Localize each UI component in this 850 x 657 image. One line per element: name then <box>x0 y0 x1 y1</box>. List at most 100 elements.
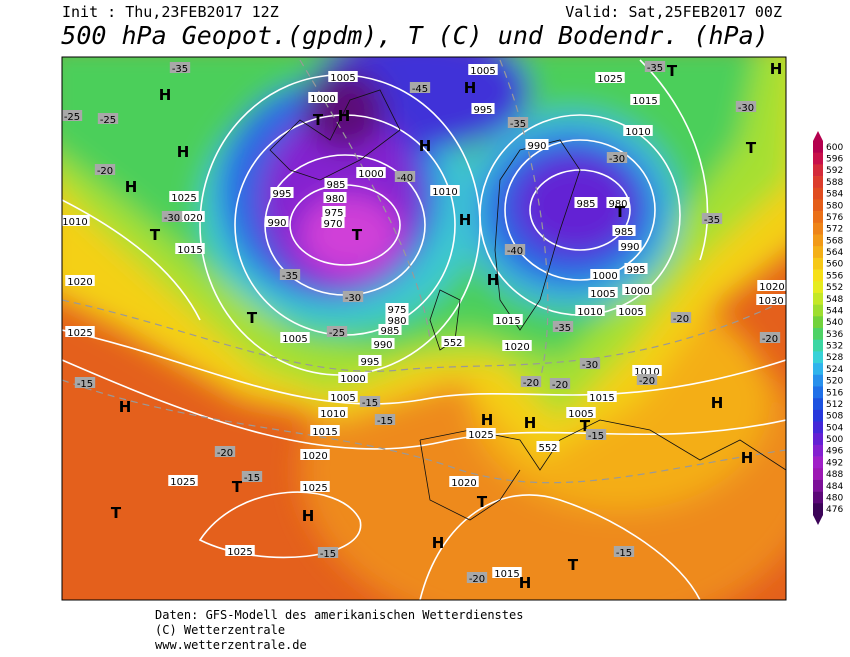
pressure-center: T <box>232 478 243 496</box>
label-text: 552 <box>538 443 557 454</box>
map-label: -30 <box>161 211 183 224</box>
label-box <box>493 314 523 325</box>
map-label: -25 <box>326 326 348 339</box>
label-text: 1025 <box>170 477 195 488</box>
map-label: 1000 <box>356 167 386 180</box>
label-text: -25 <box>100 115 116 126</box>
map-label: -30 <box>342 291 364 304</box>
label-box <box>168 475 198 486</box>
colorbar-swatch <box>813 316 823 329</box>
map-frame <box>61 56 787 601</box>
map-label: 995 <box>624 263 648 276</box>
label-box <box>606 152 628 163</box>
map-label: -20 <box>670 312 692 325</box>
map-label: 1000 <box>308 92 338 105</box>
colorbar-swatch <box>813 246 823 259</box>
colorbar-label: 524 <box>826 365 843 375</box>
pressure-center: H <box>459 211 472 229</box>
colorbar-label: 480 <box>826 493 843 503</box>
colorbar-swatch <box>813 141 823 153</box>
colorbar-swatch <box>813 176 823 189</box>
label-text: 1005 <box>470 66 495 77</box>
pressure-center: H <box>487 271 500 289</box>
colorbar-swatch <box>813 374 823 387</box>
pressure-center: T <box>580 417 591 435</box>
map-label: 1010 <box>623 125 653 138</box>
map-label: 1015 <box>310 425 340 438</box>
label-box <box>552 321 574 332</box>
colorbar-label: 484 <box>826 482 843 492</box>
colorbar-label: 492 <box>826 458 843 468</box>
label-text: 552 <box>443 338 462 349</box>
map-label: -15 <box>241 471 263 484</box>
map-label: 1010 <box>430 185 460 198</box>
label-box <box>520 376 542 387</box>
label-text: -35 <box>510 119 526 130</box>
label-box <box>588 287 618 298</box>
colorbar-label: 600 <box>826 143 843 153</box>
label-text: -35 <box>704 215 720 226</box>
colorbar-label: 532 <box>826 342 843 352</box>
isotherms <box>62 59 786 484</box>
map-label: -15 <box>374 414 396 427</box>
label-text: 1005 <box>330 73 355 84</box>
pressure-center: H <box>741 449 754 467</box>
colorbar-swatch <box>813 292 823 305</box>
map-label: -30 <box>606 152 628 165</box>
label-text: 1010 <box>62 217 87 228</box>
label-box <box>471 103 495 114</box>
label-box <box>757 280 786 291</box>
colorbar-swatch <box>813 491 823 504</box>
map-label: 975 <box>322 206 346 219</box>
pressure-center: T <box>111 504 122 522</box>
colorbar-swatch <box>813 409 823 422</box>
label-box <box>468 64 498 75</box>
label-text: 1005 <box>282 334 307 345</box>
pressure-center: T <box>313 111 324 129</box>
label-box <box>318 407 348 418</box>
colorbar-label: 588 <box>826 178 843 188</box>
colorbar-swatch <box>813 398 823 411</box>
colorbar-swatch <box>813 187 823 200</box>
map-label: 1015 <box>587 391 617 404</box>
colorbar-label: 584 <box>826 190 843 200</box>
label-box <box>587 391 617 402</box>
colorbar-label: 564 <box>826 248 843 258</box>
label-text: 1005 <box>618 307 643 318</box>
map-label: 970 <box>321 217 345 230</box>
colorbar-swatch <box>813 152 823 165</box>
label-text: 990 <box>373 340 392 351</box>
map-label: 1030 <box>756 294 786 307</box>
label-text: 1005 <box>330 393 355 404</box>
label-box <box>169 191 199 202</box>
label-box <box>756 294 786 305</box>
label-text: 1020 <box>67 277 92 288</box>
label-box <box>579 358 601 369</box>
map-label: 995 <box>471 103 495 116</box>
colorbar-label: 500 <box>826 435 843 445</box>
label-box <box>492 567 522 578</box>
footer-copyright: (C) Wetterzentrale <box>155 623 285 637</box>
map-label: 990 <box>371 338 395 351</box>
label-text: 985 <box>576 199 595 210</box>
label-text: 995 <box>272 189 291 200</box>
label-text: 985 <box>380 326 399 337</box>
map-label: -25 <box>62 110 83 123</box>
label-text: -30 <box>738 103 754 114</box>
map-label: 1020 <box>65 275 95 288</box>
colorbar-label: 548 <box>826 295 843 305</box>
map-label: 1025 <box>169 191 199 204</box>
colorbar-swatch <box>813 433 823 446</box>
label-box <box>321 217 345 228</box>
label-text: -25 <box>64 112 80 123</box>
label-box <box>549 378 571 389</box>
label-text: 1015 <box>632 96 657 107</box>
label-box <box>308 92 338 103</box>
map-label: 1025 <box>225 545 255 558</box>
label-box <box>300 481 330 492</box>
label-text: 1025 <box>468 430 493 441</box>
map-label: -15 <box>317 547 339 560</box>
map-label: 1000 <box>338 372 368 385</box>
